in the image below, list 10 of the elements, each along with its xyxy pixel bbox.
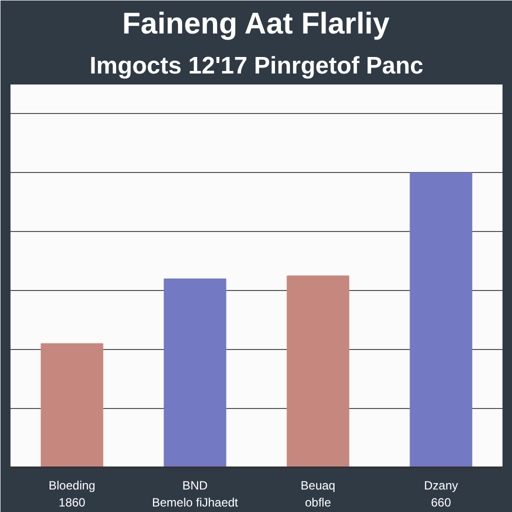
bar [164,278,226,468]
x-tick-label: Dzany 660 [424,478,458,510]
bar [286,276,350,468]
x-tick-label: Beuaq obfle [300,478,336,510]
bar [40,343,104,468]
bar [410,172,472,468]
x-tick-label: Bloeding 1860 [48,478,96,510]
chart-title: Faineng Aat Flarliy [122,8,390,40]
x-tick-label: BND Bemelo fiJhaedt [152,478,239,510]
chart-subtitle: Imgocts 12'17 Pinrgetof Panc [90,52,424,80]
